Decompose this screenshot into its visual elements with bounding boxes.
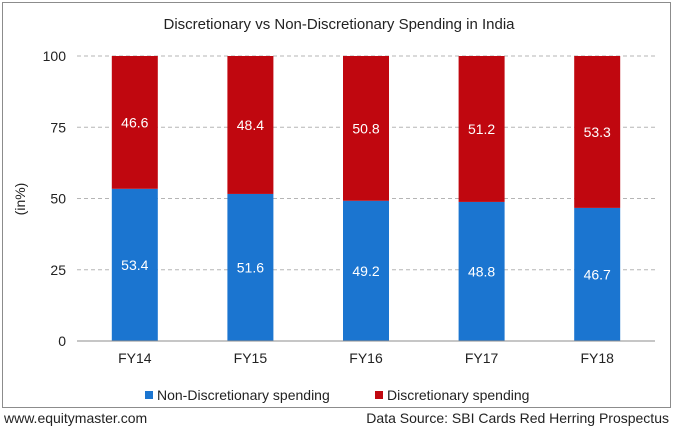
data-label: 46.6 [121,114,148,130]
stacked-bar-chart: Discretionary vs Non-Discretionary Spend… [12,16,655,403]
data-label: 51.6 [237,259,264,275]
data-label: 50.8 [352,120,379,136]
y-tick-label: 25 [50,262,66,278]
data-label: 51.2 [468,121,495,137]
bar-discretionary [227,56,274,194]
data-source-note: Data Source: SBI Cards Red Herring Prosp… [366,410,669,426]
data-label: 46.7 [584,266,611,282]
bar-discretionary [343,56,389,201]
data-label: 48.8 [468,263,495,279]
bar-non-discretionary [574,207,621,341]
x-tick-label: FY16 [349,350,383,366]
data-label: 53.4 [121,257,148,273]
y-axis-label: (in%) [12,183,28,216]
y-axis-ticks: 0 25 50 75 100 [43,48,67,349]
x-tick-label: FY17 [465,350,499,366]
x-tick-label: FY18 [580,350,614,366]
x-tick-label: FY15 [234,350,268,366]
y-tick-label: 0 [58,333,66,349]
legend-swatch [145,391,153,399]
bar-discretionary [111,56,158,189]
x-axis-ticks: FY14 FY15 FY16 FY17 FY18 [118,350,614,366]
data-label: 48.4 [237,117,264,133]
bar-non-discretionary [111,188,158,341]
data-label: 53.3 [584,124,611,140]
website-credit: www.equitymaster.com [4,410,148,426]
chart-frame: Discretionary vs Non-Discretionary Spend… [2,2,671,408]
x-tick-label: FY14 [118,350,152,366]
bars [111,56,621,341]
legend-label: Discretionary spending [387,387,529,403]
bar-non-discretionary [343,200,389,341]
y-tick-label: 50 [50,191,66,207]
bar-non-discretionary [458,201,505,341]
legend-label: Non-Discretionary spending [157,387,330,403]
data-label: 49.2 [352,263,379,279]
legend-swatch [375,391,383,399]
bar-discretionary [574,56,621,208]
y-tick-label: 75 [50,119,66,135]
bar-non-discretionary [227,193,274,341]
y-tick-label: 100 [43,48,67,64]
data-labels: 53.4 46.6 51.6 48.4 49.2 50.8 48.8 51.2 46.7 53.3 [121,114,611,282]
legend: Non-Discretionary spending Discretionary … [145,387,529,403]
chart-title: Discretionary vs Non-Discretionary Spend… [164,16,516,33]
bar-discretionary [458,56,505,202]
